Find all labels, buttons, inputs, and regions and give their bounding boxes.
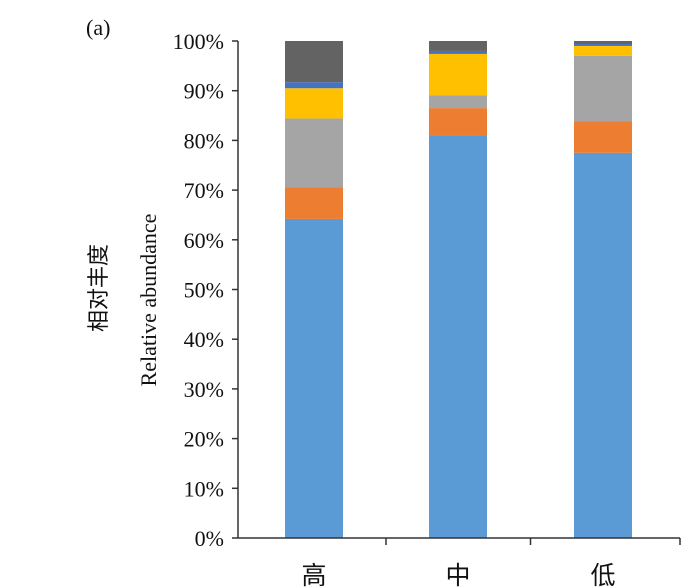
bar-segment-2-4 — [574, 43, 632, 46]
bar-segment-2-2 — [574, 55, 632, 122]
axes-group — [232, 40, 681, 545]
bar-segment-2-0 — [574, 152, 632, 538]
x-tick-label: 低 — [590, 561, 615, 588]
bar-segment-2-1 — [574, 121, 632, 153]
y-tick-label: 20% — [184, 427, 224, 452]
bar-segment-0-0 — [285, 218, 343, 538]
y-axis-label-chinese: 相对丰度 — [87, 244, 112, 332]
bar-segment-0-2 — [285, 118, 343, 188]
y-tick-labels: 0% 10% 20% 30% 40% 50% 60% 70% 80% 90% 100% — [173, 29, 224, 551]
y-axis-label-english: Relative abundance — [136, 214, 161, 387]
bar-segment-0-3 — [285, 88, 343, 119]
y-tick-label: 100% — [173, 29, 224, 54]
y-tick-label: 70% — [184, 178, 224, 203]
y-tick-label: 10% — [184, 476, 224, 501]
x-tick-labels: 高中低 — [301, 561, 615, 588]
y-tick-label: 80% — [184, 128, 224, 153]
bar-segment-1-2 — [429, 95, 487, 109]
bars-group — [285, 41, 632, 538]
bar-segment-0-5 — [285, 41, 343, 83]
y-tick-label: 40% — [184, 327, 224, 352]
bar-segment-2-5 — [574, 41, 632, 44]
bar-segment-0-1 — [285, 187, 343, 219]
bar-segment-0-4 — [285, 82, 343, 89]
y-tick-label: 30% — [184, 377, 224, 402]
panel-label: (a) — [86, 15, 110, 40]
bar-segment-1-1 — [429, 108, 487, 136]
bar-segment-2-3 — [574, 45, 632, 56]
y-tick-label: 90% — [184, 79, 224, 104]
bar-segment-1-4 — [429, 50, 487, 54]
bar-segment-1-3 — [429, 53, 487, 96]
bar-segment-1-5 — [429, 41, 487, 51]
x-tick-label: 中 — [445, 561, 470, 588]
y-tick-label: 0% — [195, 526, 224, 551]
bar-segment-1-0 — [429, 135, 487, 538]
y-tick-label: 60% — [184, 228, 224, 253]
y-tick-label: 50% — [184, 278, 224, 303]
x-tick-label: 高 — [301, 561, 326, 588]
